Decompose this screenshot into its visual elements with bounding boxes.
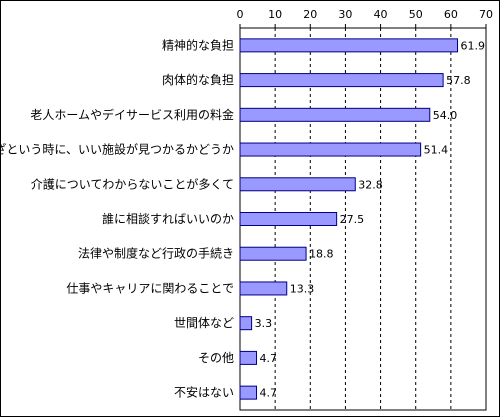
bars — [239, 38, 459, 400]
data-label: 4.7 — [260, 387, 278, 400]
data-label: 13.3 — [290, 282, 315, 295]
bar — [239, 246, 307, 261]
bar — [239, 281, 288, 296]
category-label: 肉体的な負担 — [162, 72, 234, 87]
category-label: 精神的な負担 — [162, 37, 234, 52]
category-label: 誰に相談すればいいのか — [102, 211, 234, 226]
bar — [239, 38, 459, 53]
category-label: 介護についてわからないことが多くて — [31, 176, 234, 191]
category-label: 世間体など — [174, 316, 234, 330]
bar — [239, 350, 258, 365]
tick-label: 50 — [409, 8, 423, 21]
data-label: 51.4 — [424, 144, 449, 157]
bar — [239, 142, 422, 157]
data-label: 57.8 — [446, 74, 471, 87]
tick-label: 0 — [237, 8, 244, 21]
tick-label: 30 — [338, 8, 352, 21]
bar — [239, 73, 444, 88]
bar — [239, 385, 258, 400]
data-label: 18.8 — [309, 248, 334, 261]
tick-label: 70 — [479, 8, 493, 21]
x-axis-ticks: 0 10 20 30 40 50 60 70 — [237, 8, 494, 21]
category-label: いざという時に、いい施設が見つかるかどうか — [0, 142, 234, 157]
tick-label: 10 — [268, 8, 282, 21]
bar — [239, 107, 431, 122]
category-label: 法律や制度など行政の手続き — [78, 246, 234, 261]
bar — [239, 316, 253, 331]
bar — [239, 177, 356, 192]
gridlines — [239, 24, 487, 410]
data-label: 54.0 — [433, 109, 458, 122]
category-labels: 精神的な負担肉体的な負担老人ホームやデイサービス利用の料金いざという時に、いい施… — [0, 37, 234, 399]
tick-label: 20 — [303, 8, 317, 21]
data-label: 3.3 — [255, 317, 273, 330]
category-label: 仕事やキャリアに関わることで — [66, 281, 234, 295]
tick-label: 40 — [374, 8, 388, 21]
data-label: 4.7 — [260, 352, 278, 365]
data-label: 27.5 — [340, 213, 365, 226]
data-label: 32.8 — [358, 178, 383, 191]
bar — [239, 212, 338, 226]
value-labels: 61.9 57.8 54.0 51.4 32.8 27.5 18.8 13.3 3.3 4.7 4.… — [255, 39, 485, 399]
tick-label: 60 — [444, 8, 458, 21]
category-label: その他 — [198, 351, 234, 365]
data-label: 61.9 — [461, 39, 486, 52]
category-label: 老人ホームやデイサービス利用の料金 — [30, 107, 234, 122]
category-label: 不安はない — [174, 385, 234, 400]
